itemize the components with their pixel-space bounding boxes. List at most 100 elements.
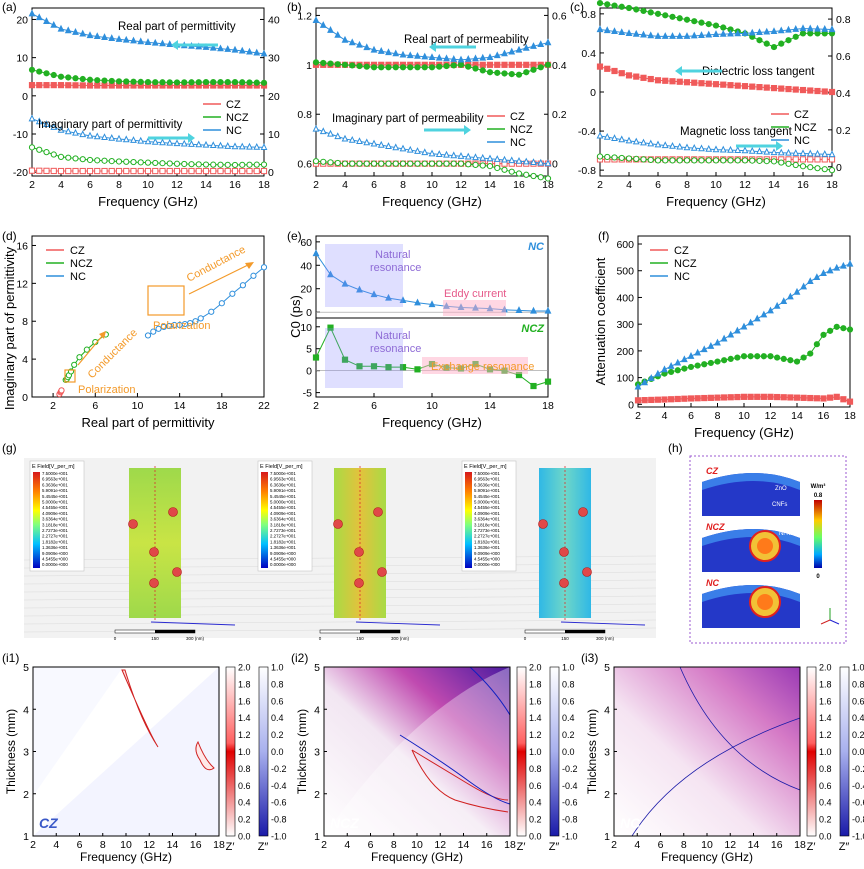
data-point — [195, 167, 202, 175]
h-model-top — [702, 585, 800, 602]
colorbar-tick: -1.0 — [271, 832, 287, 842]
x-tick-label: 12 — [143, 839, 155, 851]
data-point — [674, 358, 682, 366]
data-point — [493, 51, 501, 59]
data-point — [683, 157, 691, 164]
x-tick-label: 4 — [634, 839, 640, 851]
data-point — [654, 10, 662, 17]
data-point — [319, 21, 327, 28]
data-point — [618, 154, 625, 162]
field-colorbar — [261, 472, 268, 568]
field-legend-value: 1.8182e+001 — [474, 539, 500, 544]
data-point — [79, 75, 86, 83]
x-axis-title: Frequency (GHz) — [666, 194, 766, 209]
data-point — [370, 160, 378, 167]
data-point — [246, 142, 253, 150]
plot-frame-d — [31, 235, 265, 398]
data-point — [669, 13, 676, 20]
y-tick-label: 3 — [314, 747, 320, 759]
colorbar-label: Z′ — [517, 841, 526, 853]
data-point — [640, 30, 647, 38]
data-point — [749, 83, 756, 90]
data-point — [698, 157, 705, 164]
data-point — [537, 40, 545, 48]
data-point — [611, 154, 618, 161]
data-point — [57, 73, 65, 80]
data-point — [399, 64, 407, 71]
x-tick-label: 16 — [481, 839, 493, 851]
data-point — [406, 51, 414, 59]
data-point — [727, 394, 734, 401]
data-point — [669, 157, 676, 164]
annotation-label: Imaginary part of permeability — [332, 113, 484, 125]
x-tick-label: 14 — [791, 410, 803, 422]
data-point — [43, 70, 50, 77]
data-point — [522, 157, 530, 165]
data-point — [705, 157, 712, 164]
data-point — [508, 61, 515, 68]
data-point — [399, 160, 407, 167]
data-point — [748, 146, 756, 154]
data-point — [793, 394, 801, 401]
data-point — [115, 134, 123, 142]
y-tick-label: 5 — [314, 662, 320, 674]
data-point — [515, 45, 523, 53]
data-point — [777, 26, 785, 34]
y-tick-label: 0.8 — [581, 9, 596, 21]
data-point — [603, 26, 611, 34]
field-colorbar — [33, 472, 40, 568]
colorbar-label: Z′ — [226, 841, 235, 853]
data-point — [224, 78, 231, 86]
data-point — [792, 156, 799, 163]
data-point — [814, 156, 821, 163]
data-point — [457, 152, 465, 159]
data-point — [348, 135, 356, 143]
data-point — [846, 326, 854, 333]
data-point — [130, 167, 137, 175]
data-point — [840, 325, 847, 332]
data-point — [530, 66, 537, 73]
colorbar-tick: -0.4 — [562, 781, 578, 791]
series-line-nc-real — [31, 13, 265, 55]
data-point — [770, 84, 778, 92]
data-point — [370, 363, 378, 370]
x-axis-title: Frequency (GHz) — [382, 415, 482, 430]
annotation-label: Exchange resonance — [431, 361, 534, 373]
data-point — [479, 67, 486, 74]
data-point — [611, 134, 618, 141]
legend-label: NC — [70, 271, 86, 283]
field-legend-value: 3.6364e+001 — [270, 517, 296, 522]
data-point — [544, 159, 552, 167]
scale-bar-label: 300 (nm) — [596, 636, 615, 641]
data-point — [385, 48, 392, 56]
field-legend-value: 4.5455e+000 — [42, 557, 68, 562]
data-point — [101, 77, 108, 84]
colorbar-tick: -0.8 — [271, 815, 287, 825]
data-point — [687, 395, 695, 402]
data-point — [50, 151, 57, 158]
scale-bar-fill — [155, 630, 195, 633]
data-point — [224, 167, 231, 175]
data-point — [774, 354, 781, 361]
data-point — [108, 158, 115, 165]
data-point — [760, 310, 768, 318]
data-point — [356, 160, 363, 167]
x-tick-label: 2 — [597, 179, 603, 191]
data-point — [800, 354, 807, 361]
data-point — [530, 172, 537, 180]
data-point — [714, 394, 721, 401]
data-point — [64, 127, 72, 135]
legend-label: NC — [794, 135, 810, 147]
field-legend-value: 4.5455e+000 — [270, 557, 296, 562]
data-point — [210, 161, 217, 168]
y2-tick-label: 30 — [268, 53, 280, 65]
colorbar-tick: 0.0 — [238, 832, 251, 842]
data-point — [683, 32, 691, 39]
data-point — [79, 156, 86, 163]
data-point — [691, 18, 698, 25]
data-point — [754, 393, 761, 400]
data-point — [828, 25, 836, 33]
field-legend-value: 2.7273e+001 — [270, 528, 296, 533]
colorbar-tick: 0.6 — [238, 781, 251, 791]
data-point — [720, 157, 727, 164]
